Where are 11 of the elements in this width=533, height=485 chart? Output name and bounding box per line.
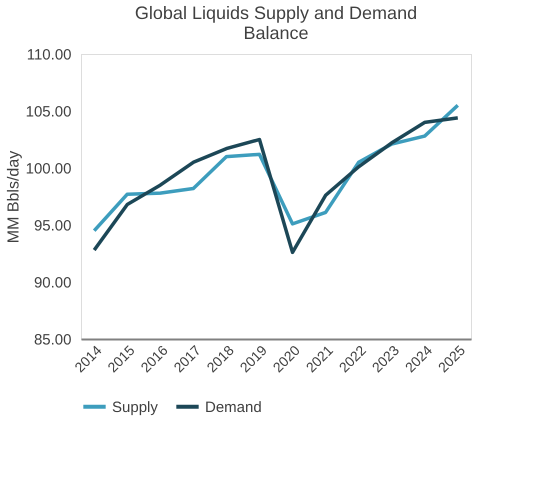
y-tick-label: 100.00	[26, 160, 72, 178]
y-tick-label: 110.00	[26, 46, 72, 64]
legend-label: Supply	[112, 398, 158, 416]
y-tick-label: 105.00	[26, 104, 72, 120]
legend-label: Demand	[205, 398, 262, 416]
line-series	[92, 116, 460, 254]
y-tick-label: 90.00	[34, 274, 72, 292]
y-axis-title: MM Bbls/day	[6, 150, 23, 244]
y-tick-label: 95.00	[34, 218, 72, 234]
chart-title: Global Liquids Supply and Demand Balance	[134, 3, 418, 43]
y-tick-label: 85.00	[34, 332, 72, 348]
